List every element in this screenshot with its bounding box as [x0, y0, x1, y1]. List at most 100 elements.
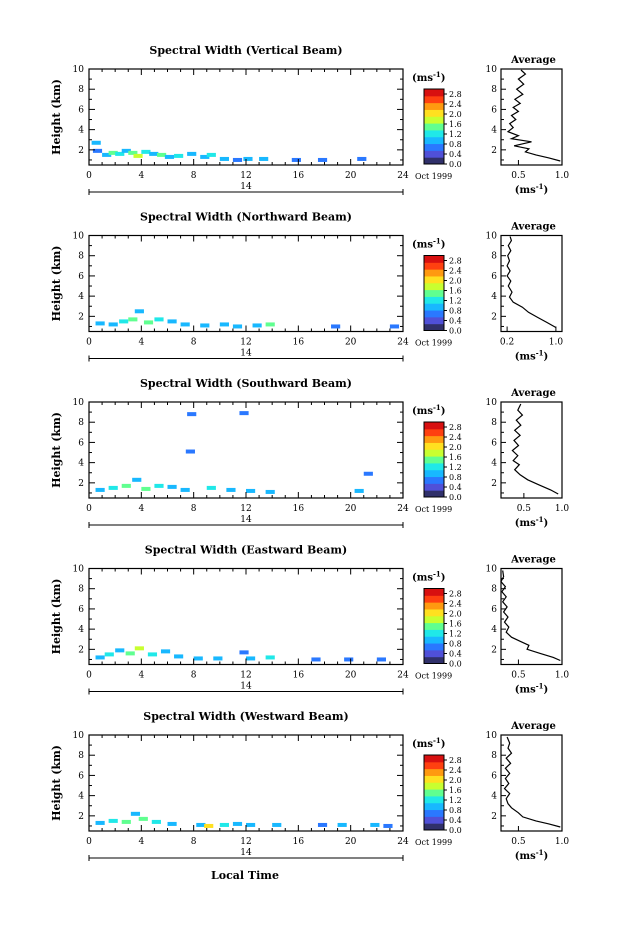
- x-tick-label: 16: [293, 837, 305, 847]
- average-y-tick-label: 2: [491, 479, 497, 489]
- colorbar-segment: [424, 476, 444, 484]
- heatmap-cell: [219, 156, 229, 161]
- heatmap-cell: [154, 483, 164, 488]
- heatmap-cell: [204, 823, 214, 828]
- colorbar-segment: [424, 150, 444, 158]
- y-axis-label: Height (km): [50, 246, 63, 322]
- colorbar-segment: [424, 656, 444, 664]
- average-x-label: (ms-1): [515, 848, 548, 862]
- x-tick-label: 8: [191, 338, 197, 348]
- colorbar-tick-label: 2.4: [449, 100, 462, 109]
- heatmap-cell: [389, 324, 400, 329]
- heatmap-cell: [164, 154, 175, 159]
- x-tick-label: 20: [345, 504, 357, 514]
- average-x-label: (ms-1): [515, 182, 548, 196]
- average-title: Average: [510, 388, 556, 399]
- y-tick-label: 4: [78, 792, 84, 802]
- heatmap-cell: [206, 152, 216, 157]
- heatmap-cell: [134, 309, 144, 314]
- heatmap-cell: [92, 148, 103, 153]
- heatmap-cell: [108, 150, 118, 155]
- heatmap-cell: [354, 488, 364, 493]
- date-label: Oct 1999: [415, 672, 452, 681]
- colorbar-segment: [424, 316, 444, 325]
- average-x-tick-label: 0.5: [511, 837, 526, 847]
- heatmap-cell: [141, 486, 151, 491]
- average-y-tick-label: 4: [491, 292, 497, 302]
- colorbar-segment: [424, 269, 444, 277]
- average-y-tick-label: 6: [491, 105, 497, 115]
- heatmap-cell: [134, 646, 144, 651]
- average-y-tick-label: 2: [491, 812, 497, 822]
- heatmap-cell: [95, 820, 105, 825]
- colorbar-tick-label: 2.8: [449, 257, 462, 266]
- colorbar-segment: [424, 136, 444, 145]
- average-profile-line: [500, 570, 561, 662]
- colorbar-tick-label: 1.6: [449, 287, 462, 296]
- x-tick-label: 4: [138, 338, 144, 348]
- average-frame: [500, 734, 563, 832]
- heatmap-cell: [200, 154, 210, 159]
- average-y-tick-label: 6: [491, 438, 497, 448]
- heatmap-cell: [95, 321, 105, 326]
- colorbar-segment: [424, 602, 444, 610]
- heatmap-cell: [160, 649, 171, 654]
- heatmap-cell: [121, 148, 131, 153]
- x-tick-label: 24: [397, 171, 409, 181]
- average-x-tick-label: 0.2: [500, 338, 514, 348]
- colorbar-frame: [423, 421, 445, 498]
- heatmap-cell: [108, 485, 118, 490]
- heatmap-cell: [311, 657, 321, 662]
- heatmap-cell: [180, 487, 190, 492]
- heatmap-cell: [232, 324, 243, 329]
- x-tick-label: 12: [240, 504, 251, 514]
- x-tick-label: 8: [191, 171, 197, 181]
- heatmap-cell: [125, 651, 135, 656]
- heatmap-cell: [239, 411, 249, 416]
- heatmap-cell: [376, 657, 386, 662]
- y-tick-label: 2: [78, 479, 84, 489]
- colorbar-units: (ms-1): [412, 736, 445, 750]
- colorbar-frame: [423, 754, 445, 831]
- average-x-tick-label: 1.0: [555, 837, 570, 847]
- average-x-tick-label: 0.5: [511, 671, 526, 681]
- colorbar-segment: [424, 129, 444, 138]
- colorbar-tick-label: 2.0: [449, 443, 462, 452]
- colorbar-tick-label: 0.4: [449, 483, 462, 492]
- average-y-tick-label: 8: [491, 252, 497, 262]
- colorbar-segment: [424, 262, 444, 270]
- average-x-tick-label: 1.0: [555, 671, 570, 681]
- heatmap-cell: [91, 140, 101, 145]
- heatmap-cell: [180, 322, 190, 327]
- colorbar-tick-label: 0.4: [449, 816, 462, 825]
- colorbar-units: (ms-1): [412, 403, 445, 417]
- colorbar-units: (ms-1): [412, 70, 445, 84]
- x-tick-label: 0: [86, 338, 92, 348]
- average-frame: [500, 401, 563, 499]
- heatmap-cell: [115, 648, 125, 653]
- colorbar-tick-label: 0.8: [449, 140, 462, 149]
- colorbar-tick-label: 1.6: [449, 453, 462, 462]
- x-tick-label: 20: [345, 837, 357, 847]
- date-label: Oct 1999: [415, 172, 452, 181]
- beam-panel-1: Spectral Width (Northward Beam)0 4 8 12 16 20…: [50, 211, 563, 363]
- colorbar-segment: [424, 95, 444, 104]
- colorbar-tick-label: 1.2: [449, 297, 462, 306]
- average-title: Average: [510, 555, 556, 566]
- colorbar-tick-label: 2.0: [449, 277, 462, 286]
- y-tick-label: 6: [78, 771, 84, 781]
- plot-frame: [88, 401, 404, 499]
- x-tick-label: 8: [191, 671, 197, 681]
- colorbar-segment: [424, 296, 444, 304]
- heatmap-cell: [108, 322, 118, 327]
- colorbar-tick-label: 0.0: [449, 160, 462, 169]
- heatmap-cell: [132, 477, 142, 482]
- colorbar-units: (ms-1): [412, 237, 445, 251]
- panel-title: Spectral Width (Southward Beam): [140, 377, 352, 390]
- colorbar-tick-label: 0.8: [449, 473, 462, 482]
- y-tick-label: 2: [78, 312, 84, 322]
- colorbar-segment: [424, 449, 444, 457]
- colorbar-tick-label: 2.8: [449, 590, 462, 599]
- colorbar-segment: [424, 622, 444, 630]
- heatmap-cell: [102, 152, 112, 157]
